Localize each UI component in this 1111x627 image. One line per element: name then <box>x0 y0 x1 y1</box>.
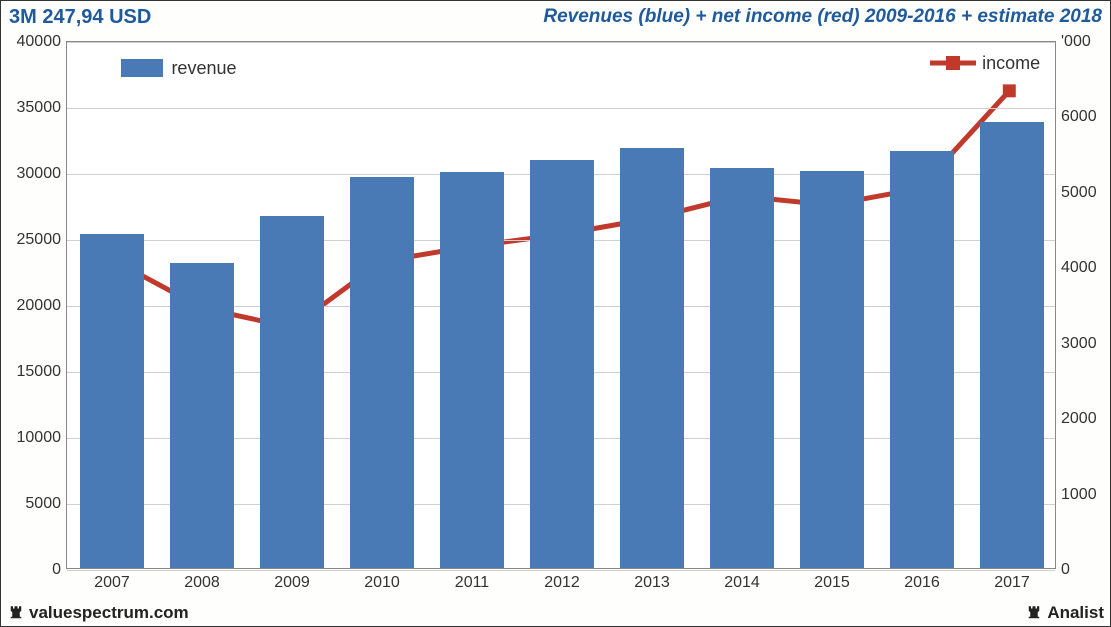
chart-header: 3M 247,94 USD Revenues (blue) + net inco… <box>1 1 1110 33</box>
y-tick-left: 40000 <box>17 33 62 51</box>
y-tick-left: 35000 <box>17 99 62 117</box>
y-tick-right: 5000 <box>1061 184 1097 202</box>
gridline <box>67 42 1055 43</box>
x-tick: 2010 <box>364 574 400 592</box>
footer-left-text: valuespectrum.com <box>29 603 189 623</box>
y-tick-left: 30000 <box>17 165 62 183</box>
x-tick: 2011 <box>455 574 489 592</box>
x-tick: 2015 <box>814 574 850 592</box>
rook-icon <box>1025 604 1043 622</box>
x-tick: 2008 <box>184 574 220 592</box>
footer-right-brand: Analist <box>1025 603 1104 623</box>
y-tick-left: 15000 <box>17 363 62 381</box>
y-tick-right: 0 <box>1061 561 1070 579</box>
x-tick: 2014 <box>724 574 760 592</box>
y-tick-right: 1000 <box>1061 486 1097 504</box>
income-marker <box>1003 84 1016 97</box>
y-tick-right-extra: '000 <box>1061 33 1091 51</box>
revenue-bar <box>440 172 505 568</box>
rook-icon <box>7 604 25 622</box>
revenue-bar <box>980 122 1045 568</box>
revenue-bar <box>260 216 325 568</box>
y-tick-left: 0 <box>52 561 61 579</box>
revenue-bar <box>890 151 955 568</box>
x-tick: 2007 <box>94 574 130 592</box>
y-tick-right: 2000 <box>1061 410 1097 428</box>
revenue-bar <box>710 168 775 568</box>
revenue-bar <box>170 263 235 568</box>
y-tick-right: 4000 <box>1061 259 1097 277</box>
y-tick-right: 3000 <box>1061 335 1097 353</box>
revenue-bar <box>350 177 415 568</box>
chart-container: 3M 247,94 USD Revenues (blue) + net inco… <box>0 0 1111 627</box>
revenue-bar <box>800 171 865 568</box>
y-tick-left: 25000 <box>17 231 62 249</box>
revenue-bar <box>620 148 685 568</box>
y-tick-left: 10000 <box>17 429 62 447</box>
y-tick-left: 20000 <box>17 297 62 315</box>
title-left: 3M 247,94 USD <box>9 6 151 29</box>
x-tick: 2016 <box>904 574 940 592</box>
x-tick: 2012 <box>544 574 580 592</box>
footer-left-brand: valuespectrum.com <box>7 603 189 623</box>
y-tick-right: 6000 <box>1061 108 1097 126</box>
x-tick: 2013 <box>634 574 670 592</box>
plot-area: revenue income 0500010000150002000025000… <box>66 41 1056 569</box>
revenue-bar <box>530 160 595 568</box>
gridline <box>67 108 1055 109</box>
chart-footer: valuespectrum.com Analist <box>1 600 1110 626</box>
x-tick: 2009 <box>274 574 310 592</box>
gridline <box>67 570 1055 571</box>
y-tick-left: 5000 <box>25 495 61 513</box>
title-right: Revenues (blue) + net income (red) 2009-… <box>543 6 1102 28</box>
footer-right-text: Analist <box>1047 603 1104 623</box>
x-tick: 2017 <box>994 574 1030 592</box>
revenue-bar <box>80 234 145 568</box>
